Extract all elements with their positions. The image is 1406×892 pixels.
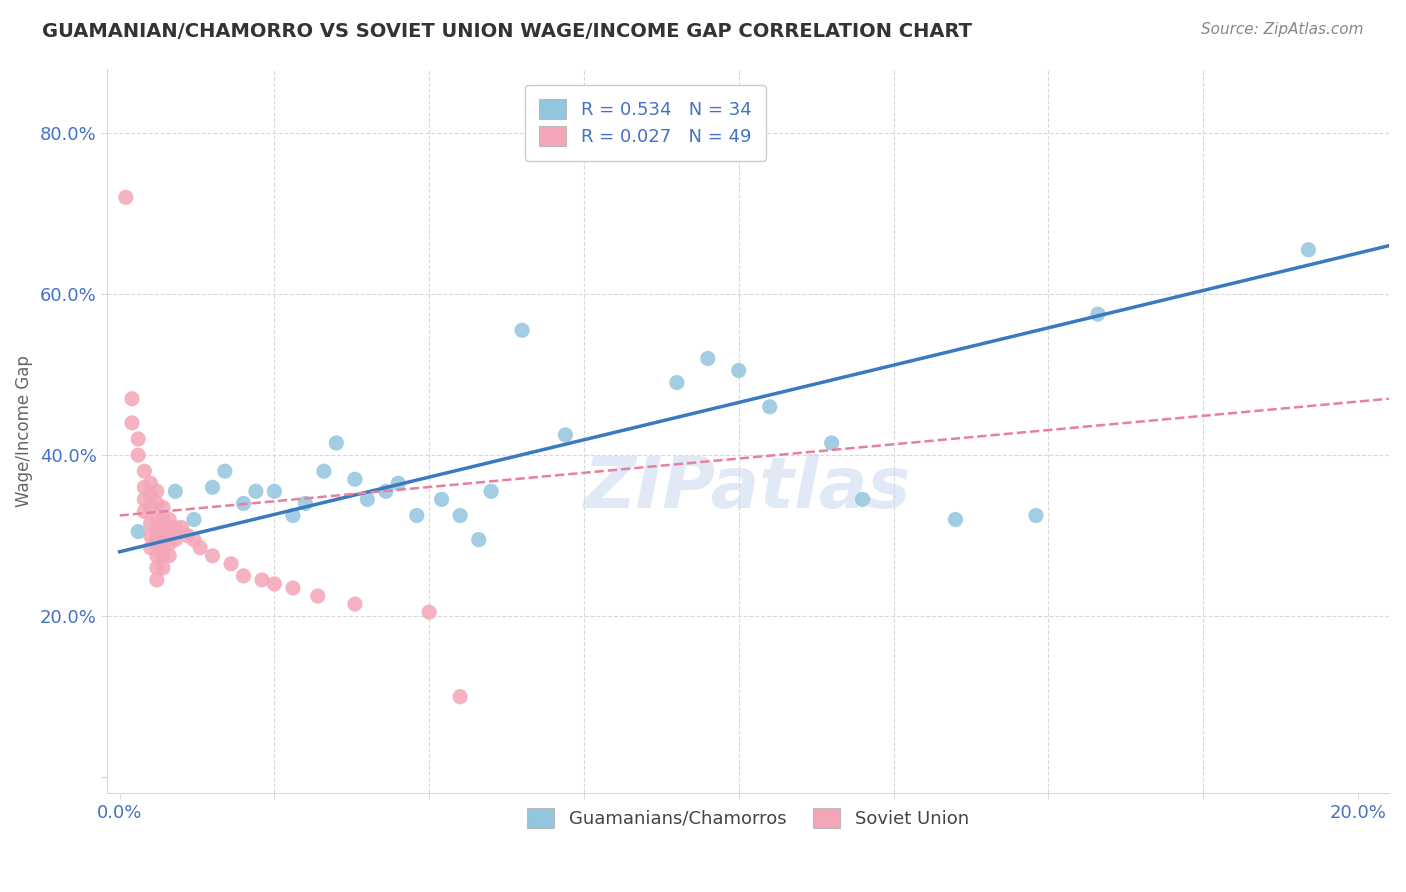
- Point: [263, 484, 285, 499]
- Point: [188, 541, 211, 555]
- Point: [145, 484, 167, 499]
- Point: [165, 520, 187, 534]
- Point: [145, 496, 167, 510]
- Point: [449, 508, 471, 523]
- Point: [121, 392, 143, 406]
- Point: [127, 432, 149, 446]
- Point: [1087, 307, 1109, 321]
- Point: [356, 492, 378, 507]
- Point: [387, 476, 409, 491]
- Point: [157, 537, 180, 551]
- Legend: Guamanians/Chamorros, Soviet Union: Guamanians/Chamorros, Soviet Union: [520, 801, 976, 835]
- Point: [145, 524, 167, 539]
- Point: [294, 496, 316, 510]
- Point: [281, 581, 304, 595]
- Text: GUAMANIAN/CHAMORRO VS SOVIET UNION WAGE/INCOME GAP CORRELATION CHART: GUAMANIAN/CHAMORRO VS SOVIET UNION WAGE/…: [42, 22, 972, 41]
- Point: [245, 484, 267, 499]
- Point: [152, 561, 174, 575]
- Point: [145, 561, 167, 575]
- Point: [157, 512, 180, 526]
- Point: [343, 472, 366, 486]
- Point: [127, 448, 149, 462]
- Point: [820, 436, 842, 450]
- Point: [114, 190, 136, 204]
- Point: [145, 533, 167, 547]
- Point: [165, 484, 187, 499]
- Point: [134, 504, 156, 518]
- Point: [479, 484, 502, 499]
- Point: [307, 589, 329, 603]
- Point: [170, 520, 193, 534]
- Point: [139, 488, 162, 502]
- Point: [157, 524, 180, 539]
- Point: [152, 549, 174, 563]
- Point: [165, 533, 187, 547]
- Point: [727, 363, 749, 377]
- Point: [139, 541, 162, 555]
- Point: [945, 512, 967, 526]
- Point: [201, 549, 224, 563]
- Point: [145, 549, 167, 563]
- Point: [152, 500, 174, 515]
- Point: [510, 323, 533, 337]
- Point: [1298, 243, 1320, 257]
- Point: [145, 512, 167, 526]
- Point: [152, 524, 174, 539]
- Point: [139, 476, 162, 491]
- Text: Source: ZipAtlas.com: Source: ZipAtlas.com: [1201, 22, 1364, 37]
- Point: [201, 480, 224, 494]
- Point: [467, 533, 489, 547]
- Y-axis label: Wage/Income Gap: Wage/Income Gap: [15, 355, 32, 507]
- Point: [134, 464, 156, 478]
- Point: [145, 573, 167, 587]
- Point: [263, 577, 285, 591]
- Point: [405, 508, 427, 523]
- Point: [139, 500, 162, 515]
- Point: [665, 376, 688, 390]
- Point: [374, 484, 396, 499]
- Point: [134, 480, 156, 494]
- Point: [232, 496, 254, 510]
- Point: [758, 400, 780, 414]
- Point: [214, 464, 236, 478]
- Point: [1025, 508, 1047, 523]
- Point: [139, 528, 162, 542]
- Point: [554, 428, 576, 442]
- Point: [219, 557, 242, 571]
- Point: [449, 690, 471, 704]
- Point: [121, 416, 143, 430]
- Point: [145, 537, 167, 551]
- Point: [343, 597, 366, 611]
- Point: [177, 528, 200, 542]
- Point: [152, 537, 174, 551]
- Point: [183, 533, 205, 547]
- Point: [281, 508, 304, 523]
- Point: [852, 492, 875, 507]
- Text: ZIPatlas: ZIPatlas: [585, 454, 911, 524]
- Point: [325, 436, 347, 450]
- Point: [157, 549, 180, 563]
- Point: [696, 351, 718, 366]
- Point: [127, 524, 149, 539]
- Point: [430, 492, 453, 507]
- Point: [250, 573, 273, 587]
- Point: [312, 464, 335, 478]
- Point: [152, 512, 174, 526]
- Point: [139, 516, 162, 531]
- Point: [183, 512, 205, 526]
- Point: [418, 605, 440, 619]
- Point: [134, 492, 156, 507]
- Point: [232, 569, 254, 583]
